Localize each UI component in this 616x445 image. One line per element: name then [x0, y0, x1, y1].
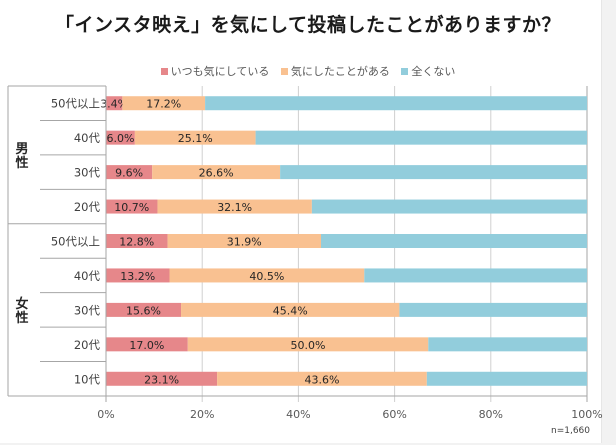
- legend-label-always: いつも気にしている: [170, 65, 270, 78]
- chart-frame: [0, 0, 602, 443]
- data-label: 31.9%: [227, 236, 262, 249]
- x-tick-label: 0%: [97, 408, 114, 421]
- bar-segment: [106, 337, 188, 352]
- bar-segment: [169, 268, 365, 283]
- data-label: 3.4%: [100, 98, 128, 111]
- data-label: 32.1%: [217, 201, 252, 214]
- bar-segment: [106, 130, 135, 145]
- bar-segment: [364, 268, 587, 283]
- bar-segment: [280, 165, 587, 180]
- bar-segment: [181, 302, 400, 317]
- x-tick-label: 80%: [479, 408, 503, 421]
- category-label: 20代: [74, 338, 101, 352]
- category-label: 40代: [74, 269, 101, 283]
- legend-label-never: 全くない: [411, 65, 456, 78]
- bar-segment: [321, 234, 587, 248]
- data-label: 43.6%: [304, 373, 339, 386]
- legend-swatch-always: [160, 67, 168, 75]
- data-label: 26.6%: [199, 167, 234, 180]
- category-label: 20代: [74, 200, 101, 214]
- data-label: 45.4%: [273, 304, 308, 317]
- bar-segment: [217, 371, 427, 386]
- bar-segment: [426, 371, 587, 386]
- category-label: 50代以上: [51, 97, 100, 111]
- bar-segment: [106, 371, 218, 386]
- category-label: 10代: [74, 372, 101, 386]
- data-label: 13.2%: [120, 270, 155, 283]
- x-tick-label: 20%: [190, 408, 214, 421]
- bar-segment: [106, 165, 153, 180]
- bar-segment: [428, 337, 587, 352]
- data-label: 50.0%: [291, 339, 326, 352]
- data-label: 17.0%: [129, 339, 164, 352]
- data-label: 25.1%: [178, 132, 213, 145]
- bar-segment: [167, 234, 322, 248]
- group-label: 性: [15, 155, 28, 171]
- bar-segment: [157, 199, 312, 214]
- data-label: 6.0%: [106, 132, 134, 145]
- bar-segment: [122, 96, 206, 111]
- bar-segment: [187, 337, 429, 352]
- data-label: 23.1%: [144, 373, 179, 386]
- data-label: 17.2%: [146, 98, 181, 111]
- legend: いつも気にしている 気にしたことがある 全くない: [0, 63, 616, 79]
- bar-segment: [106, 199, 158, 214]
- data-label: 15.6%: [126, 304, 161, 317]
- group-label: 女: [15, 296, 28, 312]
- legend-swatch-never: [401, 67, 409, 75]
- sample-size-note: n=1,660: [550, 426, 590, 436]
- bar-segment: [134, 130, 256, 145]
- legend-item-never: 全くない: [401, 63, 455, 79]
- bar-segment: [152, 165, 281, 180]
- x-tick-label: 60%: [382, 408, 406, 421]
- category-label: 30代: [74, 166, 101, 180]
- bar-segment: [106, 234, 168, 248]
- bar-segment: [106, 268, 170, 283]
- x-tick-label: 100%: [571, 408, 602, 421]
- data-label: 10.7%: [114, 201, 149, 214]
- x-tick-label: 40%: [286, 408, 310, 421]
- chart-title: 「インスタ映え」を気にして投稿したことがありますか？: [54, 14, 562, 36]
- category-label: 30代: [74, 303, 101, 317]
- data-label: 40.5%: [249, 270, 284, 283]
- category-label: 50代以上: [51, 235, 100, 249]
- bar-segment: [311, 199, 587, 214]
- bar-segment: [205, 96, 587, 111]
- legend-swatch-sometimes: [280, 67, 288, 75]
- data-label: 9.6%: [115, 167, 143, 180]
- data-label: 12.8%: [119, 236, 154, 249]
- legend-label-sometimes: 気にしたことがある: [290, 65, 390, 78]
- bar-segment: [399, 302, 587, 317]
- group-label: 性: [15, 310, 28, 326]
- bar-segment: [106, 96, 123, 111]
- bar-segment: [106, 302, 182, 317]
- bar-segment: [255, 130, 587, 145]
- legend-item-always: いつも気にしている: [160, 63, 270, 79]
- legend-item-sometimes: 気にしたことがある: [280, 63, 390, 79]
- category-label: 40代: [74, 131, 101, 145]
- group-label: 男: [15, 142, 28, 157]
